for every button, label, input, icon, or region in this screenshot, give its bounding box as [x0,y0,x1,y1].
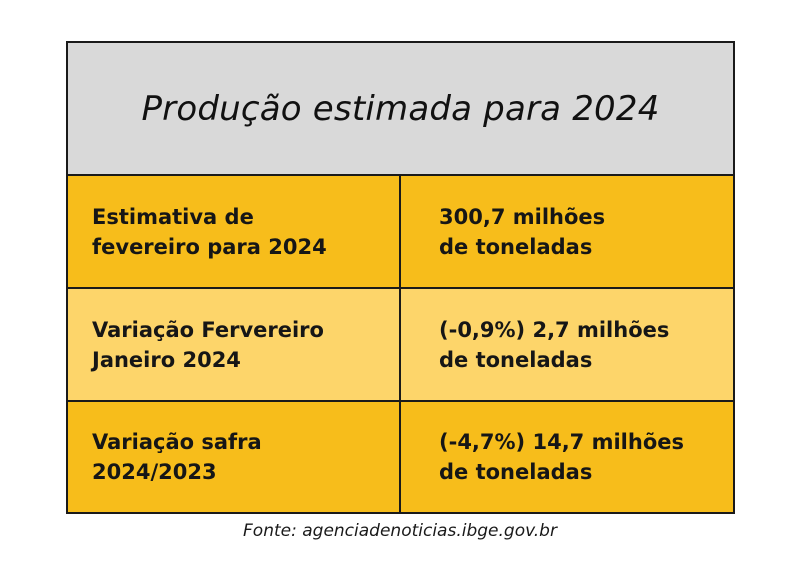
table-title: Produção estimada para 2024 [141,88,660,129]
table-row: Variação Fervereiro Janeiro 2024 (-0,9%)… [68,289,733,402]
row-value-cell: (-4,7%) 14,7 milhões de toneladas [401,402,733,512]
table-row: Estimativa de fevereiro para 2024 300,7 … [68,176,733,289]
row-label: Variação Fervereiro Janeiro 2024 [92,317,324,372]
row-value-cell: 300,7 milhões de toneladas [401,176,733,287]
row-label: Estimativa de fevereiro para 2024 [92,204,327,259]
row-label: Variação safra 2024/2023 [92,430,262,484]
source-caption: Fonte: agenciadenoticias.ibge.gov.br [243,521,557,541]
table-row: Variação safra 2024/2023 (-4,7%) 14,7 mi… [68,402,733,512]
row-value: 300,7 milhões de toneladas [439,204,606,259]
production-table: Produção estimada para 2024 Estimativa d… [66,41,735,514]
row-label-cell: Variação safra 2024/2023 [68,402,401,512]
row-value-cell: (-0,9%) 2,7 milhões de toneladas [401,289,733,400]
row-label-cell: Variação Fervereiro Janeiro 2024 [68,289,401,400]
row-value: (-0,9%) 2,7 milhões de toneladas [439,317,670,372]
table-title-row: Produção estimada para 2024 [68,43,733,176]
row-value: (-4,7%) 14,7 milhões de toneladas [439,430,684,484]
row-label-cell: Estimativa de fevereiro para 2024 [68,176,401,287]
